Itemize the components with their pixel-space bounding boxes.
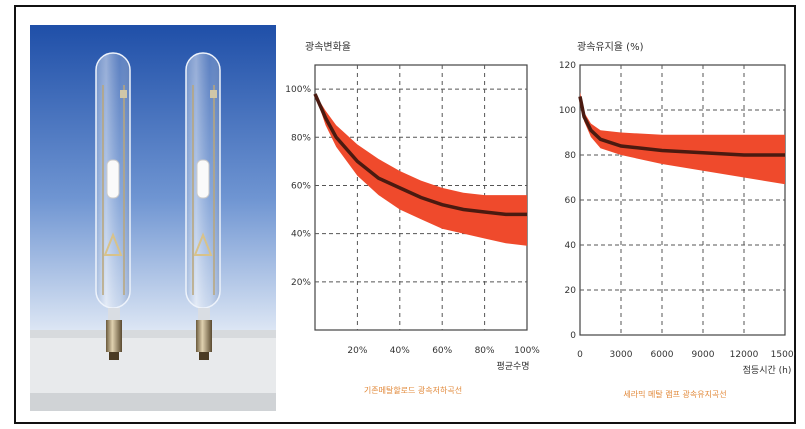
chart1-ytick-label: 60%	[291, 181, 311, 191]
chart2-xtick-label: 3000	[610, 350, 633, 360]
chart2-line	[578, 96, 785, 157]
chart2-ytick-label: 20	[565, 286, 577, 296]
chart2-ytick-label: 100	[559, 106, 576, 116]
chart1-xtick-label: 100%	[514, 346, 540, 356]
chart1-xtick-label: 80%	[475, 346, 495, 356]
chart-lumen-change: 광속변화율 20% 40% 60% 80% 100% 20% 40% 60% 80% 100% 평…	[285, 35, 545, 414]
chart-lumen-maintenance-svg: 광속유지율 (%) 0 20 40 60 80 100 120 0 3000 6000 9000 12…	[559, 41, 800, 399]
chart1-ytick-label: 20%	[291, 278, 311, 288]
chart2-xtick-label: 15000	[771, 350, 795, 360]
chart2-xtick-label: 6000	[651, 350, 674, 360]
lamp-photo	[30, 25, 276, 411]
chart2-caption: 세라믹 메탈 램프 광속유지곡선	[623, 389, 726, 399]
chart1-title: 광속변화율	[305, 41, 351, 53]
chart1-line	[313, 93, 527, 217]
chart1-ytick-label: 80%	[291, 133, 311, 143]
chart1-band	[315, 93, 527, 246]
chart1-xlabel: 평균수명	[496, 361, 529, 372]
chart2-ytick-label: 40	[565, 241, 577, 251]
chart1-ytick-label: 40%	[291, 230, 311, 240]
chart2-ytick-label: 120	[559, 61, 576, 71]
chart2-xtick-label: 9000	[692, 350, 715, 360]
chart-lumen-maintenance: 광속유지율 (%) 0 20 40 60 80 100 120 0 3000 6000 9000 12…	[555, 35, 800, 414]
chart2-ytick-label: 60	[565, 196, 577, 206]
chart1-ytick-label: 100%	[285, 85, 311, 95]
chart1-xtick-label: 20%	[347, 346, 367, 356]
lamp-left	[95, 52, 131, 360]
chart2-ytick-label: 80	[565, 151, 577, 161]
chart1-xtick-label: 60%	[432, 346, 452, 356]
chart2-xlabel: 점등시간 (h)	[743, 364, 792, 376]
chart1-caption: 기존메탈할로드 광속저하곡선	[364, 385, 462, 395]
chart-lumen-change-svg: 광속변화율 20% 40% 60% 80% 100% 20% 40% 60% 80% 100% 평…	[285, 41, 540, 395]
chart1-xtick-label: 40%	[390, 346, 410, 356]
chart2-band	[580, 92, 785, 185]
chart2-title: 광속유지율 (%)	[577, 41, 644, 53]
chart2-xtick-label: 12000	[730, 350, 759, 360]
lamp-right	[185, 52, 221, 360]
chart2-ytick-label: 0	[570, 331, 576, 341]
chart2-xtick-label: 0	[577, 350, 583, 360]
